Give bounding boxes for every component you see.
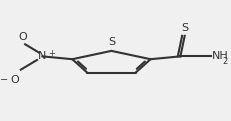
Text: S: S (108, 37, 115, 47)
Text: −: − (0, 75, 8, 84)
Text: O: O (18, 32, 27, 42)
Text: O: O (10, 75, 19, 84)
Text: S: S (181, 23, 188, 33)
Text: 2: 2 (223, 57, 228, 66)
Text: +: + (48, 49, 55, 58)
Text: NH: NH (212, 51, 228, 61)
Text: N: N (38, 51, 47, 61)
